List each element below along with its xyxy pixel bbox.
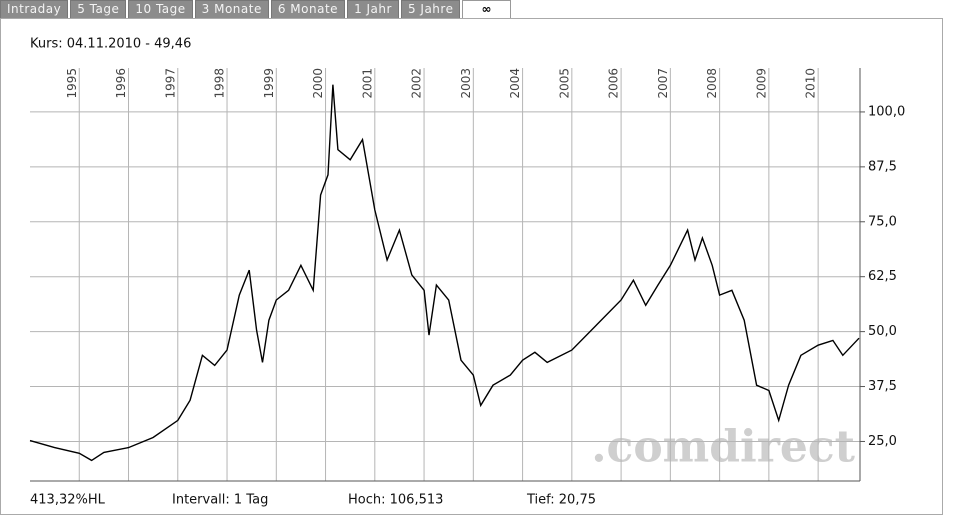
x-tick-label: 2007 xyxy=(656,68,670,99)
footer-stat: Tief: 20,75 xyxy=(526,493,596,508)
y-tick-label: 37,5 xyxy=(868,379,897,394)
tab[interactable]: 1 Jahr xyxy=(347,0,399,18)
tab[interactable]: 5 Tage xyxy=(70,0,127,18)
x-tick-label: 2002 xyxy=(410,68,424,99)
footer-stat: 413,32%HL xyxy=(30,493,106,508)
tab[interactable]: ∞ xyxy=(462,0,511,18)
y-tick-label: 75,0 xyxy=(868,214,897,229)
x-tick-label: 2000 xyxy=(311,68,325,99)
quote-header: Kurs: 04.11.2010 - 49,46 xyxy=(30,37,191,52)
y-tick-label: 50,0 xyxy=(868,324,897,339)
x-tick-label: 1999 xyxy=(262,68,276,99)
footer-stat: Hoch: 106,513 xyxy=(348,493,443,508)
footer-stat: Intervall: 1 Tag xyxy=(172,493,268,508)
y-tick-label: 62,5 xyxy=(868,269,897,284)
x-tick-label: 1998 xyxy=(213,68,227,99)
tab[interactable]: 10 Tage xyxy=(128,0,193,18)
x-tick-label: 2008 xyxy=(705,68,719,99)
x-tick-label: 1996 xyxy=(114,68,128,99)
x-tick-label: 2006 xyxy=(607,68,621,99)
y-tick-label: 87,5 xyxy=(868,159,897,174)
tab[interactable]: 5 Jahre xyxy=(400,0,461,18)
x-tick-label: 2003 xyxy=(459,68,473,99)
x-tick-label: 2010 xyxy=(804,68,818,99)
tab-bar: Intraday 5 Tage 10 Tage 3 Monate 6 Monate 1 J… xyxy=(0,0,511,18)
price-line xyxy=(29,84,860,462)
tab[interactable]: 3 Monate xyxy=(194,0,269,18)
x-tick-label: 2001 xyxy=(360,68,374,99)
x-tick-label: 1997 xyxy=(163,68,177,99)
watermark: .comdirect xyxy=(591,422,855,473)
x-tick-label: 2005 xyxy=(557,68,571,99)
x-tick-label: 2004 xyxy=(508,68,522,99)
x-tick-label: 2009 xyxy=(754,68,768,99)
y-tick-label: 100,0 xyxy=(868,104,905,119)
y-tick-label: 25,0 xyxy=(868,434,897,449)
chart-panel xyxy=(0,18,943,515)
x-tick-label: 1995 xyxy=(65,68,79,99)
tab[interactable]: Intraday xyxy=(0,0,69,18)
tab[interactable]: 6 Monate xyxy=(270,0,346,18)
